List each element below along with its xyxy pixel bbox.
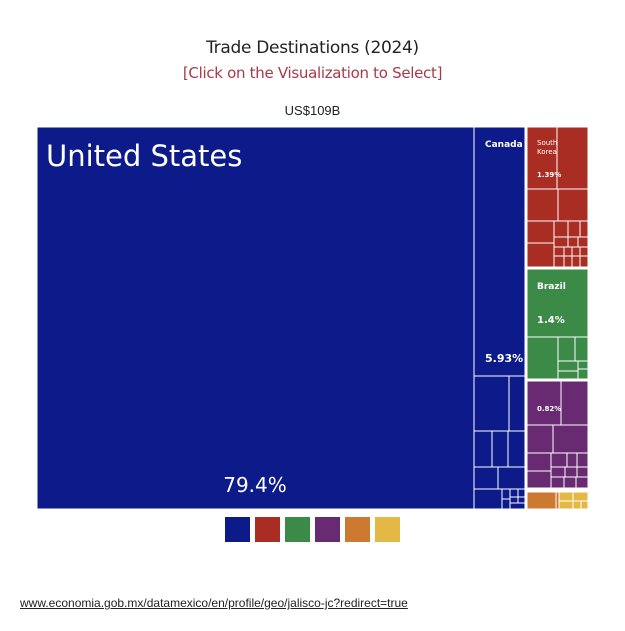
treemap-tile-asia[interactable] — [556, 126, 589, 190]
treemap-tile-south-america[interactable] — [577, 360, 589, 370]
treemap-tile-oceania[interactable] — [580, 500, 589, 510]
treemap-tile-north-america[interactable] — [473, 430, 493, 468]
legend-swatch-south-america[interactable] — [285, 517, 310, 542]
treemap-tile-south-america[interactable] — [557, 370, 579, 380]
label-brazil: Brazil — [537, 282, 566, 292]
treemap-tile-asia[interactable] — [553, 246, 565, 257]
legend-swatch-europe[interactable] — [315, 517, 340, 542]
treemap-tile-europe[interactable] — [563, 476, 577, 489]
total-value: US$109B — [284, 103, 341, 118]
treemap-tile-north-america[interactable] — [507, 430, 526, 468]
treemap-tile-europe[interactable] — [526, 452, 552, 472]
treemap-tile-oceania[interactable] — [572, 500, 582, 510]
treemap-tile-north-america[interactable] — [508, 375, 526, 432]
treemap-tile-north-america[interactable] — [473, 488, 503, 510]
treemap-tile-asia[interactable] — [553, 255, 565, 268]
treemap-tile-asia[interactable] — [567, 220, 581, 238]
label-canada-share: 5.93% — [485, 352, 523, 365]
treemap-tile-north-america[interactable] — [501, 488, 511, 500]
treemap-tile-south-america[interactable] — [557, 336, 576, 362]
treemap-tile-europe[interactable] — [550, 476, 565, 489]
treemap-tile-asia[interactable] — [579, 255, 589, 268]
treemap-tile-europe[interactable] — [526, 470, 552, 489]
treemap-tile-europe[interactable] — [566, 452, 578, 468]
treemap-tile-asia[interactable] — [567, 236, 579, 248]
treemap-tile-north-america[interactable] — [473, 466, 499, 490]
treemap-tile-asia[interactable] — [563, 255, 573, 268]
treemap-tile-europe[interactable] — [560, 380, 589, 426]
treemap-tile-europe[interactable] — [550, 452, 568, 468]
label-united-states-share: 79.4% — [223, 473, 287, 497]
treemap-tile-south-korea[interactable] — [526, 126, 558, 190]
treemap-tile-south-america[interactable] — [557, 360, 579, 372]
treemap-tile-europe[interactable] — [576, 452, 589, 468]
treemap-tile-asia[interactable] — [557, 188, 589, 222]
treemap-tile-asia[interactable] — [526, 220, 555, 244]
legend-swatch-africa[interactable] — [345, 517, 370, 542]
treemap-tile-north-america[interactable] — [473, 375, 510, 432]
treemap-tile-asia[interactable] — [526, 242, 555, 268]
label-united-states: United States — [46, 139, 242, 173]
treemap-tile-europe[interactable] — [575, 476, 589, 489]
label-brazil-share: 1.4% — [537, 315, 565, 326]
treemap-tile-asia[interactable] — [579, 220, 589, 238]
treemap-tile-north-america[interactable] — [491, 430, 509, 468]
chart-subtitle: [Click on the Visualization to Select] — [182, 64, 443, 82]
treemap-tile-europe[interactable] — [564, 466, 578, 478]
treemap-tile-asia[interactable] — [571, 246, 581, 257]
treemap-tile-brazil[interactable] — [526, 268, 589, 338]
treemap-tile-oceania[interactable] — [572, 491, 589, 502]
treemap-tile-oceania[interactable] — [558, 491, 574, 502]
treemap-tile-europe[interactable] — [526, 424, 554, 454]
label-south-korea: South Korea — [537, 139, 557, 156]
treemap-tile-asia[interactable] — [553, 236, 569, 248]
source-link[interactable]: www.economia.gob.mx/datamexico/en/profil… — [20, 596, 408, 610]
treemap-tile-asia[interactable] — [563, 246, 573, 257]
treemap-tile-asia[interactable] — [571, 255, 581, 268]
legend-swatch-north-america[interactable] — [225, 517, 250, 542]
legend — [225, 517, 400, 542]
treemap-tile-africa[interactable] — [526, 491, 557, 510]
legend-swatch-oceania[interactable] — [375, 517, 400, 542]
treemap-tile-south-america[interactable] — [574, 336, 589, 362]
label-europe-share: 0.82% — [537, 405, 561, 413]
treemap-tile-oceania[interactable] — [558, 500, 574, 510]
treemap-tile-north-america[interactable] — [509, 488, 519, 498]
legend-swatch-asia[interactable] — [255, 517, 280, 542]
treemap-tile-europe[interactable] — [550, 466, 566, 478]
treemap-tile-north-america[interactable] — [517, 496, 526, 504]
treemap-tile-europe-top[interactable] — [526, 380, 562, 426]
treemap-tile-north-america[interactable] — [497, 466, 526, 490]
treemap-tile-asia[interactable] — [579, 246, 589, 257]
treemap-tile-asia[interactable] — [577, 236, 589, 248]
treemap-tile-north-america[interactable] — [509, 502, 526, 510]
treemap-tile-north-america[interactable] — [509, 496, 519, 504]
treemap-tile-north-america[interactable] — [501, 498, 511, 510]
treemap-tile-north-america[interactable] — [517, 488, 526, 498]
treemap-tile-europe[interactable] — [552, 424, 589, 454]
treemap-tile-canada[interactable] — [473, 126, 526, 377]
treemap-tile-asia[interactable] — [553, 220, 569, 238]
treemap-tile-asia[interactable] — [526, 188, 559, 222]
treemap-tile-europe[interactable] — [576, 466, 589, 478]
label-canada: Canada — [485, 140, 523, 150]
treemap-tile-south-america[interactable] — [526, 336, 559, 380]
label-south-korea-share: 1.39% — [537, 171, 561, 179]
treemap-tile-south-america[interactable] — [577, 368, 589, 380]
chart-title: Trade Destinations (2024) — [206, 38, 419, 58]
treemap-tile-united-states[interactable] — [36, 126, 475, 510]
